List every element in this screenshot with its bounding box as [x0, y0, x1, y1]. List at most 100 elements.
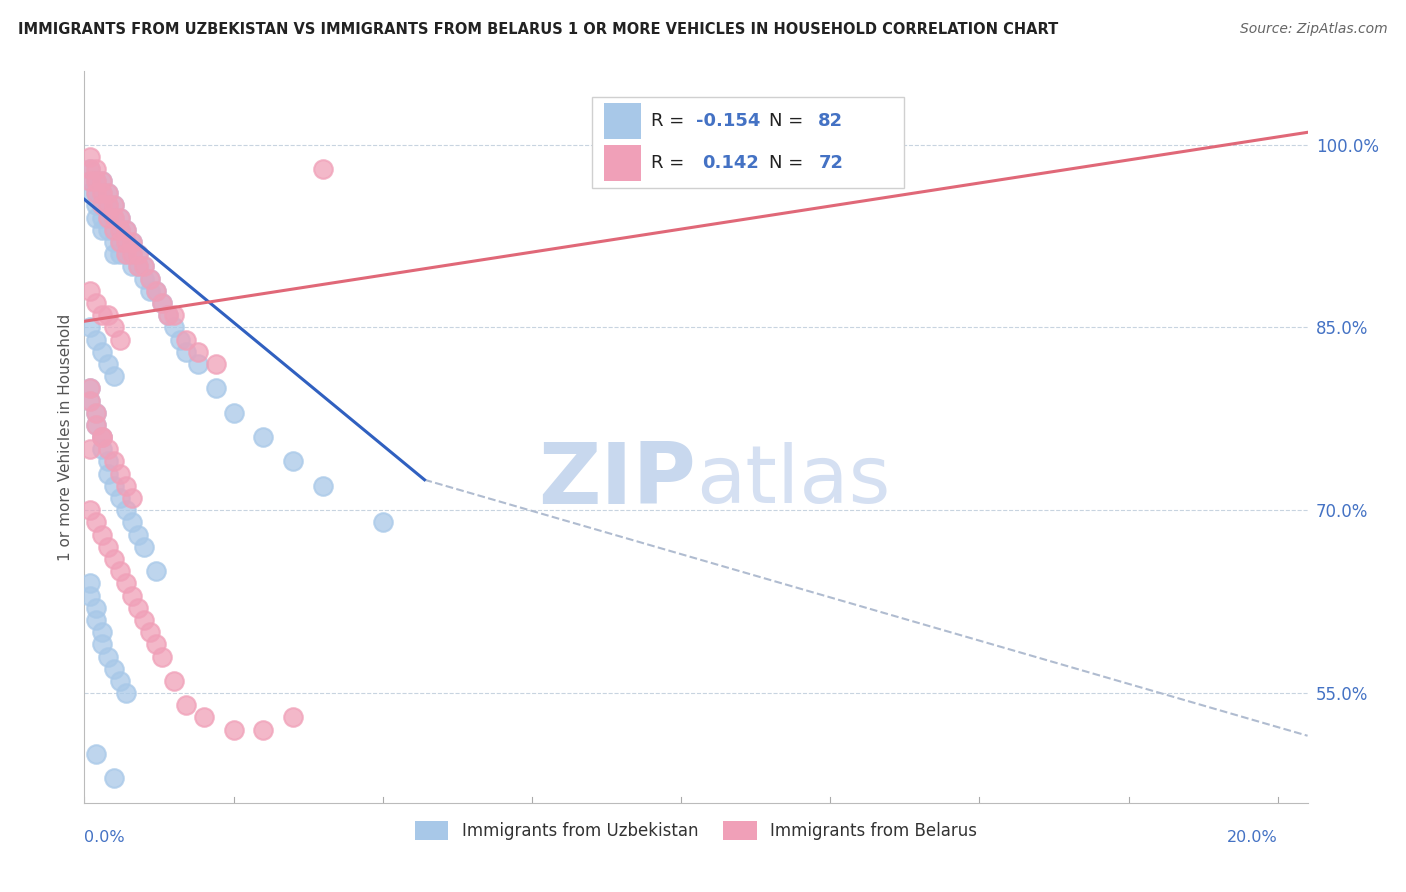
Point: [252, 430, 274, 444]
Point: [103, 211, 125, 225]
Point: [187, 344, 209, 359]
Point: [103, 198, 125, 212]
Point: [127, 247, 149, 261]
Point: [150, 296, 173, 310]
Point: [139, 284, 162, 298]
Point: [84, 174, 107, 188]
Point: [79, 161, 101, 176]
Point: [115, 686, 138, 700]
Point: [84, 296, 107, 310]
Point: [163, 673, 186, 688]
Point: [121, 247, 143, 261]
Point: [91, 527, 114, 541]
Point: [103, 662, 125, 676]
Point: [127, 260, 149, 274]
Point: [222, 723, 245, 737]
Point: [108, 491, 131, 505]
Point: [103, 247, 125, 261]
Point: [127, 247, 149, 261]
Point: [108, 564, 131, 578]
Point: [204, 357, 226, 371]
Point: [132, 260, 155, 274]
Point: [187, 357, 209, 371]
Point: [108, 211, 131, 225]
Point: [91, 174, 114, 188]
Point: [91, 625, 114, 640]
Point: [91, 308, 114, 322]
Point: [145, 637, 167, 651]
Point: [84, 333, 107, 347]
Point: [139, 625, 162, 640]
Point: [84, 613, 107, 627]
Point: [108, 223, 131, 237]
Point: [91, 186, 114, 201]
Point: [121, 491, 143, 505]
Point: [115, 223, 138, 237]
Point: [283, 454, 305, 468]
Text: IMMIGRANTS FROM UZBEKISTAN VS IMMIGRANTS FROM BELARUS 1 OR MORE VEHICLES IN HOUS: IMMIGRANTS FROM UZBEKISTAN VS IMMIGRANTS…: [18, 22, 1059, 37]
Point: [79, 589, 101, 603]
Point: [79, 393, 101, 408]
Point: [371, 516, 394, 530]
Point: [79, 174, 101, 188]
Point: [204, 381, 226, 395]
Point: [127, 527, 149, 541]
Point: [79, 393, 101, 408]
Point: [84, 417, 107, 432]
Point: [97, 649, 120, 664]
Point: [121, 516, 143, 530]
Point: [174, 333, 197, 347]
Point: [79, 284, 101, 298]
Point: [145, 284, 167, 298]
Point: [79, 576, 101, 591]
Text: 0.142: 0.142: [702, 153, 759, 172]
Point: [97, 211, 120, 225]
Point: [108, 247, 131, 261]
Point: [103, 552, 125, 566]
Point: [156, 308, 179, 322]
Point: [108, 235, 131, 249]
Point: [121, 589, 143, 603]
Point: [132, 260, 155, 274]
Point: [150, 649, 173, 664]
Point: [79, 161, 101, 176]
Point: [103, 223, 125, 237]
Point: [121, 260, 143, 274]
Point: [84, 747, 107, 761]
Text: 0.0%: 0.0%: [84, 830, 125, 845]
Point: [91, 430, 114, 444]
Point: [97, 186, 120, 201]
Text: -0.154: -0.154: [696, 112, 761, 130]
Point: [103, 369, 125, 384]
Point: [91, 344, 114, 359]
Point: [97, 454, 120, 468]
Point: [115, 247, 138, 261]
Point: [150, 296, 173, 310]
Point: [145, 564, 167, 578]
Point: [108, 211, 131, 225]
Point: [103, 454, 125, 468]
Text: N =: N =: [769, 153, 810, 172]
Point: [91, 637, 114, 651]
Text: 20.0%: 20.0%: [1227, 830, 1278, 845]
Point: [91, 186, 114, 201]
Point: [91, 198, 114, 212]
Point: [163, 308, 186, 322]
Point: [115, 235, 138, 249]
Point: [132, 613, 155, 627]
Point: [121, 247, 143, 261]
Point: [163, 320, 186, 334]
Point: [115, 235, 138, 249]
Point: [97, 186, 120, 201]
Point: [174, 344, 197, 359]
Point: [193, 710, 215, 724]
Point: [79, 381, 101, 395]
Point: [312, 479, 335, 493]
Point: [127, 600, 149, 615]
Point: [84, 174, 107, 188]
Point: [108, 223, 131, 237]
Text: R =: R =: [651, 112, 690, 130]
Point: [97, 308, 120, 322]
Point: [79, 503, 101, 517]
Point: [84, 417, 107, 432]
